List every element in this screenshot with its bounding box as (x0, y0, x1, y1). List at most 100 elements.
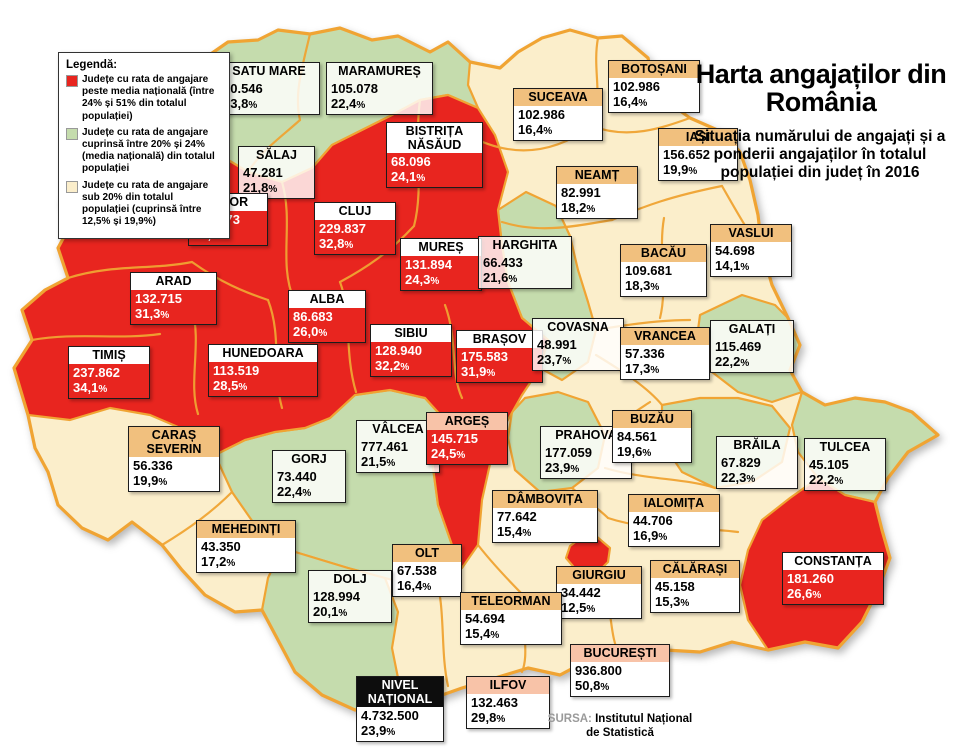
county-name: BACĂU (621, 245, 706, 262)
legend-item-0: Județe cu rata de angajare peste media n… (66, 74, 222, 123)
county-name: TIMIȘ (69, 347, 149, 364)
county-percentage: 23,7% (537, 351, 572, 367)
county-percentage: 16,4% (613, 93, 648, 109)
legend-items: Județe cu rata de angajare peste media n… (66, 74, 222, 228)
county-percentage: 19,9% (133, 473, 168, 489)
legend-text-2: Județe cu rata de angajare sub 20% din t… (82, 179, 209, 228)
county-label-suceava: SUCEAVA 102.986 16,4% (513, 88, 603, 141)
county-employees-value: 73.440 (277, 468, 317, 484)
county-percentage: 22,4% (331, 95, 366, 111)
county-label-bacau: BACĂU 109.681 18,3% (620, 244, 707, 297)
county-percentage: 21,5% (361, 453, 396, 469)
county-percentage: 19,6% (617, 443, 652, 459)
page-subtitle: Situația numărului de angajați și a pond… (694, 128, 946, 181)
county-percentage: 24,3% (405, 271, 440, 287)
legend-swatch-1 (66, 127, 78, 140)
county-percentage: 16,9% (633, 527, 668, 543)
county-name: ILFOV (467, 677, 549, 694)
county-percentage: 16,4% (397, 577, 432, 593)
county-employees-value: 68.096 (391, 154, 431, 169)
county-percentage: 18,3% (625, 277, 660, 293)
county-label-braila: BRĂILA 67.829 22,3% (716, 436, 798, 489)
county-employees-value: 105.078 (331, 80, 378, 96)
county-name: MARAMUREȘ (338, 64, 421, 78)
county-name: IALOMIȚA (629, 495, 719, 512)
county-percentage: 21,8% (243, 179, 278, 195)
county-name: COVASNA (547, 320, 609, 334)
county-name: BOTOȘANI (609, 61, 699, 78)
county-label-vrancea: VRANCEA 57.336 17,3% (620, 327, 710, 380)
county-name: NEAMȚ (557, 167, 637, 184)
county-percentage: 32,8% (319, 235, 354, 251)
county-employees-value: 102.986 (613, 78, 660, 94)
county-label-constanta: CONSTANȚA 181.260 26,6% (782, 552, 884, 605)
county-employees-value: 115.469 (715, 338, 762, 354)
county-label-ialomita: IALOMIȚA 44.706 16,9% (628, 494, 720, 547)
county-percentage: 22,2% (715, 353, 750, 369)
county-name: CĂLĂRAȘI (651, 561, 739, 578)
county-label-iasi: IAȘI 156.652 19,9% (658, 128, 738, 181)
county-label-ilfov: ILFOV 132.463 29,8% (466, 676, 550, 729)
county-percentage: 29,8% (471, 709, 506, 725)
county-employees-value: 45.105 (809, 456, 849, 472)
county-employees-value: 47.281 (243, 164, 283, 180)
romania-outline (12, 26, 940, 712)
county-label-botosani: BOTOȘANI 102.986 16,4% (608, 60, 700, 113)
county-percentage: 34,1% (73, 379, 108, 395)
county-label-covasna: COVASNA 48.991 23,7% (532, 318, 624, 371)
county-label-salaj: SĂLAJ 47.281 21,8% (238, 146, 315, 199)
county-percentage: 14,1% (715, 257, 750, 273)
county-name: OLT (393, 545, 461, 562)
county-name: HUNEDOARA (209, 345, 317, 362)
county-employees-value: 54.694 (465, 610, 505, 626)
county-employees-value: 132.463 (471, 694, 518, 710)
county-employees-value: 84.561 (617, 428, 657, 444)
county-percentage: 31,9% (461, 363, 496, 379)
county-label-nivel-national: NIVEL NAȚIONAL 4.732.500 23,9% (356, 676, 444, 743)
county-percentage: 20,1% (313, 603, 348, 619)
county-label-hunedoara: HUNEDOARA 113.519 28,5% (208, 344, 318, 397)
county-employees-value: 77.642 (497, 508, 537, 524)
county-employees-value: 102.986 (518, 106, 565, 122)
county-label-arad: ARAD 132.715 31,3% (130, 272, 217, 325)
county-label-giurgiu: GIURGIU 34.442 12,5% (556, 566, 642, 619)
county-label-gorj: GORJ 73.440 22,4% (272, 450, 346, 503)
legend-text-0: Județe cu rata de angajare peste media n… (82, 74, 215, 122)
county-percentage: 15,4% (497, 523, 532, 539)
source-note: SURSA: Institutul Național de Statistică (545, 712, 695, 741)
county-employees-value: 67.538 (397, 562, 437, 578)
legend-text-1: Județe cu rata de angajare cuprinsă într… (82, 126, 215, 175)
county-employees-value: 131.894 (405, 256, 452, 272)
county-percentage: 15,3% (655, 593, 690, 609)
county-label-harghita: HARGHITA 66.433 21,6% (478, 236, 572, 289)
county-name: BISTRIȚA NĂSĂUD (387, 123, 482, 153)
county-name: VÂLCEA (372, 422, 424, 436)
county-percentage: 12,5% (561, 599, 596, 615)
county-employees-value: 67.829 (721, 454, 761, 470)
county-percentage: 19,9% (663, 161, 698, 177)
legend-heading: Legendă: (66, 59, 118, 71)
county-employees-value: 54.698 (715, 242, 755, 258)
county-name: SUCEAVA (514, 89, 602, 106)
county-employees-value: 43.350 (201, 538, 241, 554)
county-label-mehedinti: MEHEDINȚI 43.350 17,2% (196, 520, 296, 573)
county-employees-value: 128.994 (313, 588, 360, 604)
county-percentage: 22,2% (809, 471, 844, 487)
county-label-sibiu: SIBIU 128.940 32,2% (370, 324, 452, 377)
county-label-vaslui: VASLUI 54.698 14,1% (710, 224, 792, 277)
county-percentage: 50,8% (575, 677, 610, 693)
county-employees-value: 56.336 (133, 458, 173, 473)
county-label-bistrita-nasaud: BISTRIȚA NĂSĂUD 68.096 24,1% (386, 122, 483, 189)
county-employees-value: 936.800 (575, 662, 622, 678)
county-name: GIURGIU (557, 567, 641, 584)
county-employees-value: 156.652 (663, 146, 710, 162)
county-label-teleorman: TELEORMAN 54.694 15,4% (460, 592, 562, 645)
county-percentage: 31,3% (135, 305, 170, 321)
county-name: VRANCEA (621, 328, 709, 345)
county-employees-value: 109.681 (625, 262, 672, 278)
county-employees-value: 4.732.500 (361, 708, 419, 723)
county-label-satu-mare: SATU MARE 80.546 23,8% (218, 62, 320, 115)
county-employees-value: 128.940 (375, 342, 422, 358)
county-name: MEHEDINȚI (197, 521, 295, 538)
